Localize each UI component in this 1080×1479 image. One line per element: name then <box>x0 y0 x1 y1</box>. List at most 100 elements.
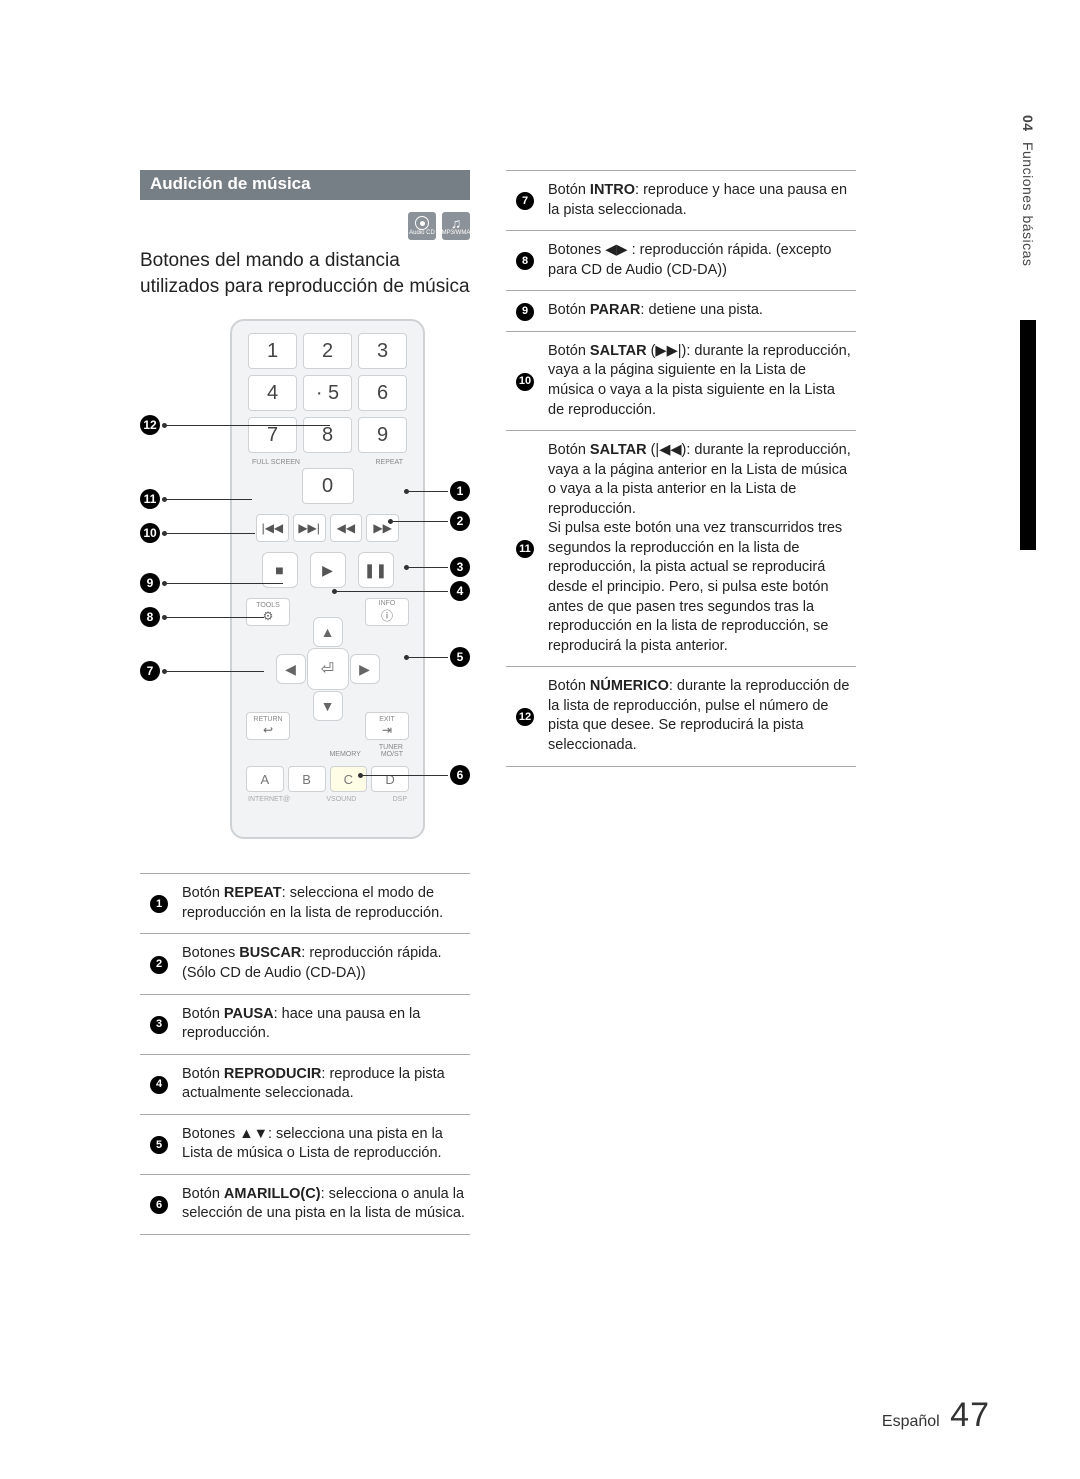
down-arrow-icon: ▼ <box>313 691 343 721</box>
table-row: 11 Botón SALTAR (|◀◀): durante la reprodu… <box>506 431 856 667</box>
mp3-wma-icon: ♫ MP3/WMA <box>442 212 470 240</box>
callout-2: 2 <box>450 511 470 531</box>
color-d: D <box>371 766 409 792</box>
row-number-cell: 7 <box>506 171 544 231</box>
number-bullet: 8 <box>516 252 534 270</box>
table-row: 12 Botón NÚMERICO: durante la reproducció… <box>506 667 856 766</box>
lead-line <box>162 425 330 426</box>
table-row: 6Botón AMARILLO(C): selecciona o anula l… <box>140 1174 470 1234</box>
subheading: Botones del mando a distancia utilizados… <box>140 248 470 299</box>
lead-line <box>162 583 283 584</box>
repeat-label: REPEAT <box>376 459 404 466</box>
full-screen-label: FULL SCREEN <box>252 459 300 466</box>
num-key-3: 3 <box>358 333 407 369</box>
row-description: Botón PAUSA: hace una pausa en la reprod… <box>178 994 470 1054</box>
lead-line <box>162 499 252 500</box>
color-a: A <box>246 766 284 792</box>
row-number-cell: 5 <box>140 1114 178 1174</box>
row-description: Botón SALTAR (|◀◀): durante la reproducc… <box>544 431 856 667</box>
columns: Audición de música Audio CD ♫ MP3/WMA Bo… <box>140 100 1020 1235</box>
label-row-1: FULL SCREEN REPEAT <box>240 459 415 466</box>
lead-line <box>358 775 448 776</box>
remote-diagram: 1234· 56789 FULL SCREEN REPEAT 0 |◀◀ ▶▶|… <box>140 319 470 849</box>
callout-7: 7 <box>140 661 160 681</box>
prev-track-icon: |◀◀ <box>256 514 289 542</box>
most-label: MO/ST <box>381 751 403 758</box>
table-row: 9 Botón PARAR: detiene una pista. <box>506 291 856 332</box>
return-label: RETURN <box>253 716 282 723</box>
callout-1: 1 <box>450 481 470 501</box>
lead-line <box>162 671 264 672</box>
num-key-9: 9 <box>358 417 407 453</box>
lead-line <box>404 657 448 658</box>
callout-9: 9 <box>140 573 160 593</box>
up-arrow-icon: ▲ <box>313 617 343 647</box>
number-bullet: 12 <box>516 708 534 726</box>
table-row: 7Botón INTRO: reproduce y hace una pausa… <box>506 171 856 231</box>
callout-10: 10 <box>140 523 160 543</box>
lead-line <box>404 567 448 568</box>
num-key-7: 7 <box>248 417 297 453</box>
row-number-cell: 3 <box>140 994 178 1054</box>
row-description: Botón PARAR: detiene una pista. <box>544 291 856 332</box>
right-column: 7Botón INTRO: reproduce y hace una pausa… <box>506 100 856 1235</box>
lead-line <box>332 591 448 592</box>
table-row: 10Botón SALTAR (▶▶|): durante la reprodu… <box>506 331 856 430</box>
number-bullet: 2 <box>150 956 168 974</box>
callout-12: 12 <box>140 415 160 435</box>
row-description: Botones ▲▼: selecciona una pista en la L… <box>178 1114 470 1174</box>
next-track-icon: ▶▶| <box>293 514 326 542</box>
enter-icon: ⏎ <box>307 648 349 690</box>
row-number-cell: 9 <box>506 291 544 332</box>
num-key-2: 2 <box>303 333 352 369</box>
row-description: Botón SALTAR (▶▶|): durante la reproducc… <box>544 331 856 430</box>
dsp-label: DSP <box>393 796 407 803</box>
dpad-area: TOOLS ⚙ INFO ⓘ RETURN ↩ EXIT <box>240 594 415 744</box>
callout-8: 8 <box>140 607 160 627</box>
callout-11: 11 <box>140 489 160 509</box>
section-title: Funciones básicas <box>1020 142 1036 266</box>
row-number-cell: 4 <box>140 1054 178 1114</box>
table-row: 4 Botón REPRODUCIR: reproduce la pista ac… <box>140 1054 470 1114</box>
number-bullet: 11 <box>516 540 534 558</box>
color-c: C <box>330 766 368 792</box>
row-description: Botón REPRODUCIR: reproduce la pista act… <box>178 1054 470 1114</box>
tuner-label: TUNER <box>379 744 403 751</box>
page: 04 Funciones básicas Audición de música … <box>0 0 1080 1479</box>
tools-label: TOOLS <box>256 602 280 609</box>
play-icon: ▶ <box>310 552 346 588</box>
number-bullet: 3 <box>150 1016 168 1034</box>
dpad: ▲ ▼ ◀ ▶ ⏎ <box>280 621 376 717</box>
internet-label: INTERNET@ <box>248 796 290 803</box>
mp3-label: MP3/WMA <box>442 230 471 236</box>
row-description: Botón NÚMERICO: durante la reproducción … <box>544 667 856 766</box>
label-row-2: TUNER <box>240 744 415 751</box>
audio-cd-icon: Audio CD <box>408 212 436 240</box>
right-definitions-table: 7Botón INTRO: reproduce y hace una pausa… <box>506 170 856 767</box>
side-tab: 04 Funciones básicas <box>1020 115 1036 266</box>
transport-row-1: |◀◀ ▶▶| ◀◀ ▶▶ <box>240 512 415 544</box>
thumb-index-bar <box>1020 320 1036 550</box>
number-bullet: 5 <box>150 1136 168 1154</box>
num-key-5: · 5 <box>303 375 352 411</box>
lead-line <box>404 491 448 492</box>
number-bullet: 9 <box>516 303 534 321</box>
info-label: INFO <box>379 600 396 607</box>
section-heading: Audición de música <box>140 170 470 200</box>
lead-line <box>162 617 264 618</box>
number-bullet: 7 <box>516 192 534 210</box>
number-bullet: 4 <box>150 1076 168 1094</box>
footer-language: Español <box>882 1413 940 1430</box>
remote-control: 1234· 56789 FULL SCREEN REPEAT 0 |◀◀ ▶▶|… <box>230 319 425 839</box>
fast-forward-icon: ▶▶ <box>366 514 399 542</box>
lead-line <box>388 521 448 522</box>
callout-3: 3 <box>450 557 470 577</box>
num-key-8: 8 <box>303 417 352 453</box>
callout-5: 5 <box>450 647 470 667</box>
lead-line <box>162 533 255 534</box>
number-pad: 1234· 56789 <box>248 333 407 453</box>
row-number-cell: 10 <box>506 331 544 430</box>
row-description: Botones ◀▶ : reproducción rápida. (excep… <box>544 231 856 291</box>
number-bullet: 6 <box>150 1196 168 1214</box>
footer-page-number: 47 <box>950 1396 990 1434</box>
